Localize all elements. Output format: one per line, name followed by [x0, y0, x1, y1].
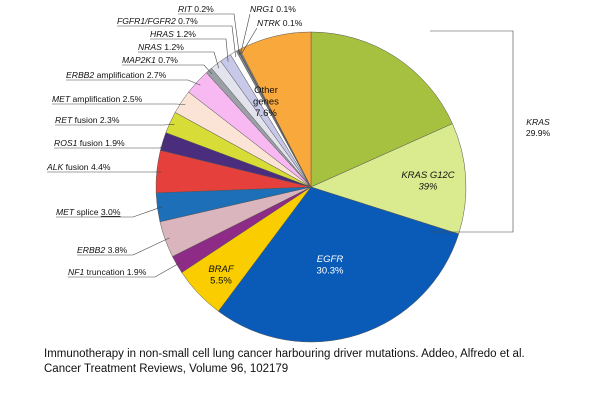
slice-label-kras_g12c: KRAS G12C 39%	[401, 170, 454, 193]
slice-label-braf: BRAF 5.5%	[208, 264, 235, 287]
slice-label-nf1: NF1 truncation 1.9%	[68, 267, 147, 277]
slice-label-ret: RET fusion 2.3%	[55, 115, 120, 125]
pie-slice-kras_g12c	[310, 123, 467, 235]
leader-line-ros1	[54, 142, 168, 149]
leader-line-erbb2_amp	[66, 79, 201, 86]
slice-label-fgfr: FGFR1/FGFR2 0.7%	[117, 16, 198, 26]
pie-slice-other	[239, 31, 312, 188]
slice-label-erbb2_amp: ERBB2 amplification 2.7%	[66, 70, 167, 80]
slice-label-rit: RIT 0.2%	[178, 4, 214, 14]
kras-bracket-line	[430, 30, 514, 233]
leader-line-hras	[150, 38, 229, 62]
leader-line-ntrk	[241, 27, 258, 54]
slice-label-ntrk: NTRK 0.1%	[257, 18, 303, 28]
caption-line-1: Immunotherapy in non-small cell lung can…	[44, 348, 525, 360]
leader-line-met_amp	[52, 103, 186, 105]
slice-label-nras: NRAS 1.2%	[138, 42, 184, 52]
kras-bracket: KRAS 29.9%	[430, 30, 551, 233]
pie-slice-kras_other	[310, 31, 453, 188]
leader-line-rit	[178, 13, 240, 55]
slice-label-map2k1: MAP2K1 0.7%	[122, 55, 178, 65]
slice-label-ros1: ROS1 fusion 1.9%	[54, 138, 125, 148]
leader-line-nrg1	[240, 13, 251, 55]
pie-slice-egfr	[217, 186, 460, 343]
slice-label-alk: ALK fusion 4.4%	[46, 162, 111, 172]
pie-inner-labels: KRAS G12C 39% EGFR 30.3% BRAF 5.5% Other genes 7…	[208, 85, 454, 287]
slice-label-erbb2: ERBB2 3.8%	[77, 245, 128, 255]
leader-line-erbb2	[77, 237, 170, 256]
slice-label-egfr: EGFR 30.3%	[317, 254, 344, 277]
leader-line-nras	[138, 51, 220, 69]
leader-line-nf1	[68, 262, 182, 278]
slice-label-other: Other genes 7.6%	[253, 85, 279, 119]
pie-slices	[155, 31, 467, 343]
leader-line-map2k1	[122, 64, 213, 75]
figure-caption: Immunotherapy in non-small cell lung can…	[44, 347, 584, 377]
slice-label-met_amp: MET amplification 2.5%	[52, 94, 143, 104]
slice-label-nrg1: NRG1 0.1%	[250, 4, 296, 14]
slice-label-hras: HRAS 1.2%	[150, 29, 196, 39]
leader-line-fgfr	[117, 25, 236, 57]
slice-label-met_splice: MET splice 3.0%	[56, 207, 121, 217]
leader-line-ret	[55, 124, 175, 126]
pie-outer-labels: NF1 truncation 1.9% ERBB2 3.8% MET splice …	[46, 4, 303, 278]
kras-bracket-label: KRAS 29.9%	[526, 117, 551, 138]
leader-line-met_splice	[56, 206, 163, 218]
caption-line-2: Cancer Treatment Reviews, Volume 96, 102…	[44, 363, 289, 375]
